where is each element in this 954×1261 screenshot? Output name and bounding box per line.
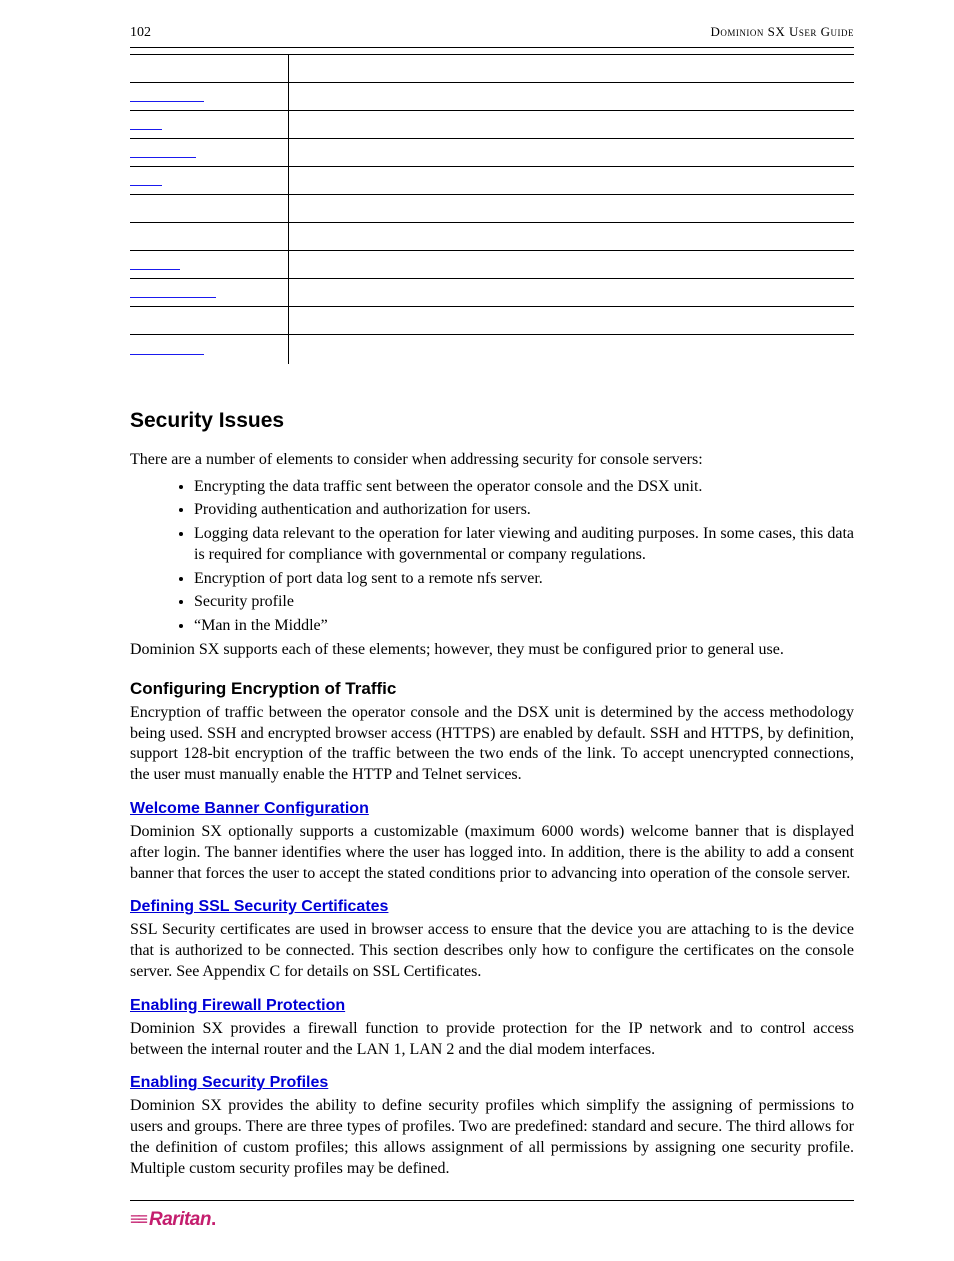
- placeholder-link[interactable]: [130, 295, 216, 298]
- table-cell-left: [130, 55, 289, 83]
- subsection-heading[interactable]: Welcome Banner Configuration: [130, 800, 854, 818]
- subsection-body: Dominion SX provides a firewall function…: [130, 1019, 854, 1061]
- intro-paragraph: There are a number of elements to consid…: [130, 451, 854, 469]
- page-header: 102 Dominion SX User Guide: [130, 24, 854, 41]
- table-cell-right: [289, 335, 854, 363]
- subsection-heading[interactable]: Enabling Firewall Protection: [130, 997, 854, 1015]
- subsection-body: SSL Security certificates are used in br…: [130, 920, 854, 982]
- subsection-heading: Configuring Encryption of Traffic: [130, 679, 854, 699]
- table-cell-left: [130, 139, 289, 167]
- document-page: 102 Dominion SX User Guide Security Issu…: [0, 0, 954, 1261]
- subsection-link[interactable]: Enabling Firewall Protection: [130, 997, 345, 1014]
- table-cell-left: [130, 223, 289, 251]
- table-cell-left: [130, 251, 289, 279]
- table-cell-right: [289, 223, 854, 251]
- header-rule: [130, 47, 854, 48]
- bullet-list: Encrypting the data traffic sent between…: [194, 477, 854, 638]
- table-cell-left: [130, 83, 289, 111]
- table-cell-left: [130, 195, 289, 223]
- table-cell-left: [130, 307, 289, 335]
- placeholder-link[interactable]: [130, 99, 204, 102]
- logo-glyph-icon: ≡≡: [130, 1209, 145, 1230]
- table-row: [130, 167, 854, 195]
- table-cell-right: [289, 83, 854, 111]
- placeholder-link[interactable]: [130, 352, 204, 355]
- table-cell-right: [289, 307, 854, 335]
- table-row: [130, 335, 854, 363]
- list-item: Security profile: [194, 592, 854, 613]
- table-row: [130, 223, 854, 251]
- placeholder-link[interactable]: [130, 155, 196, 158]
- table-row: [130, 195, 854, 223]
- list-item: Providing authentication and authorizati…: [194, 500, 854, 521]
- footer-rule: [130, 1200, 854, 1201]
- table-row: [130, 83, 854, 111]
- table-row: [130, 251, 854, 279]
- table-cell-right: [289, 279, 854, 307]
- table-cell-right: [289, 167, 854, 195]
- table-row: [130, 55, 854, 83]
- table-cell-left: [130, 279, 289, 307]
- table-row: [130, 307, 854, 335]
- placeholder-link[interactable]: [130, 127, 162, 130]
- table-row: [130, 279, 854, 307]
- subsection-link[interactable]: Enabling Security Profiles: [130, 1074, 328, 1091]
- table-cell-left: [130, 167, 289, 195]
- page-number: 102: [130, 25, 151, 41]
- after-bullets-paragraph: Dominion SX supports each of these eleme…: [130, 640, 854, 661]
- list-item: “Man in the Middle”: [194, 616, 854, 637]
- subsection-heading[interactable]: Defining SSL Security Certificates: [130, 898, 854, 916]
- list-item: Logging data relevant to the operation f…: [194, 524, 854, 566]
- subsection-body: Dominion SX provides the ability to defi…: [130, 1096, 854, 1179]
- logo-dot: .: [211, 1209, 216, 1230]
- table-row: [130, 111, 854, 139]
- list-item: Encryption of port data log sent to a re…: [194, 569, 854, 590]
- list-item: Encrypting the data traffic sent between…: [194, 477, 854, 498]
- table-cell-right: [289, 195, 854, 223]
- table-row: [130, 139, 854, 167]
- table-cell-left: [130, 111, 289, 139]
- logo-text: Raritan: [149, 1209, 211, 1230]
- placeholder-link[interactable]: [130, 267, 180, 270]
- subsection-heading[interactable]: Enabling Security Profiles: [130, 1074, 854, 1092]
- table-cell-right: [289, 251, 854, 279]
- subsection-body: Encryption of traffic between the operat…: [130, 703, 854, 786]
- subsection-body: Dominion SX optionally supports a custom…: [130, 822, 854, 884]
- table-cell-left: [130, 335, 289, 363]
- section-heading-security-issues: Security Issues: [130, 409, 854, 433]
- table-cell-right: [289, 111, 854, 139]
- brand-logo: ≡≡ Raritan.: [130, 1209, 854, 1231]
- placeholder-link[interactable]: [130, 183, 162, 186]
- subsection-link[interactable]: Welcome Banner Configuration: [130, 800, 369, 817]
- table-cell-right: [289, 139, 854, 167]
- subsection-link[interactable]: Defining SSL Security Certificates: [130, 898, 388, 915]
- guide-title: Dominion SX User Guide: [710, 24, 854, 40]
- reference-table: [130, 54, 854, 363]
- table-cell-right: [289, 55, 854, 83]
